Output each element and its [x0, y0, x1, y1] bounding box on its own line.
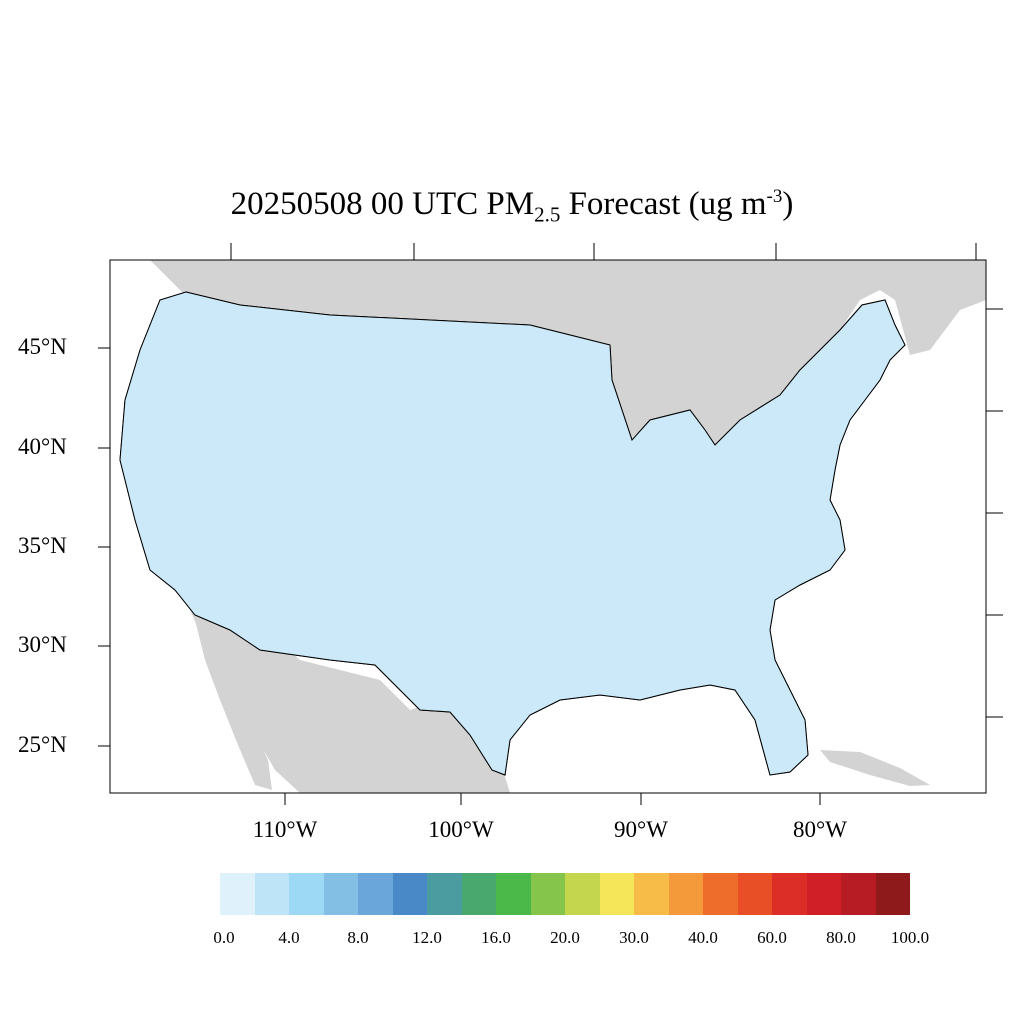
colorbar-swatch: [220, 873, 255, 915]
colorbar-swatch: [806, 873, 841, 915]
colorbar-swatch: [668, 873, 703, 915]
lon-label-90w: 90°W: [614, 817, 668, 842]
cuba-land: [820, 750, 930, 786]
colorbar: [220, 873, 910, 915]
colorbar-tick-label: 30.0: [619, 928, 649, 947]
title-superscript: -3: [766, 186, 783, 207]
colorbar-tick-label: 40.0: [688, 928, 718, 947]
title-close: ): [782, 186, 794, 222]
map-frame: [109, 259, 987, 794]
colorbar-swatch: [427, 873, 462, 915]
lat-label-25: 25°N: [18, 732, 67, 757]
colorbar-tick-label: 16.0: [481, 928, 511, 947]
title-prefix: 20250508 00 UTC PM: [230, 186, 535, 222]
colorbar-swatch: [875, 873, 910, 915]
baja-land: [195, 620, 272, 790]
title-subscript: 2.5: [534, 202, 561, 227]
colorbar-tick-label: 0.0: [213, 928, 235, 947]
colorbar-tick-label: 20.0: [550, 928, 580, 947]
colorbar-swatch: [254, 873, 289, 915]
colorbar-swatch: [530, 873, 565, 915]
lon-label-100w: 100°W: [428, 817, 494, 842]
map-title: 20250508 00 UTC PM2.5 Forecast (ug m-3): [0, 186, 1024, 228]
colorbar-tick-label: 4.0: [278, 928, 300, 947]
axis-ticks: [98, 243, 1003, 805]
colorbar-tick-label: 60.0: [757, 928, 787, 947]
lat-label-30: 30°N: [18, 632, 67, 657]
colorbar-tick-label: 8.0: [347, 928, 369, 947]
colorbar-swatch: [565, 873, 600, 915]
colorbar-swatch: [323, 873, 358, 915]
title-suffix: Forecast (ug m: [560, 186, 767, 222]
colorbar-tick-label: 12.0: [412, 928, 442, 947]
lat-label-35: 35°N: [18, 533, 67, 558]
canada-land: [110, 260, 986, 445]
mexico-land: [190, 610, 510, 793]
colorbar-swatch: [392, 873, 427, 915]
colorbar-swatch: [772, 873, 807, 915]
colorbar-swatch: [841, 873, 876, 915]
lon-label-80w: 80°W: [793, 817, 847, 842]
colorbar-swatch: [496, 873, 531, 915]
lon-label-110w: 110°W: [252, 817, 318, 842]
lat-label-40: 40°N: [18, 434, 67, 459]
lat-label-45: 45°N: [18, 334, 67, 359]
colorbar-swatch: [461, 873, 496, 915]
colorbar-swatch: [703, 873, 738, 915]
colorbar-swatch: [634, 873, 669, 915]
colorbar-swatch: [737, 873, 772, 915]
colorbar-tick-label: 100.0: [890, 928, 930, 947]
colorbar-swatch: [599, 873, 634, 915]
colorbar-tick-label: 80.0: [826, 928, 856, 947]
colorbar-swatch: [289, 873, 324, 915]
colorbar-swatch: [358, 873, 393, 915]
